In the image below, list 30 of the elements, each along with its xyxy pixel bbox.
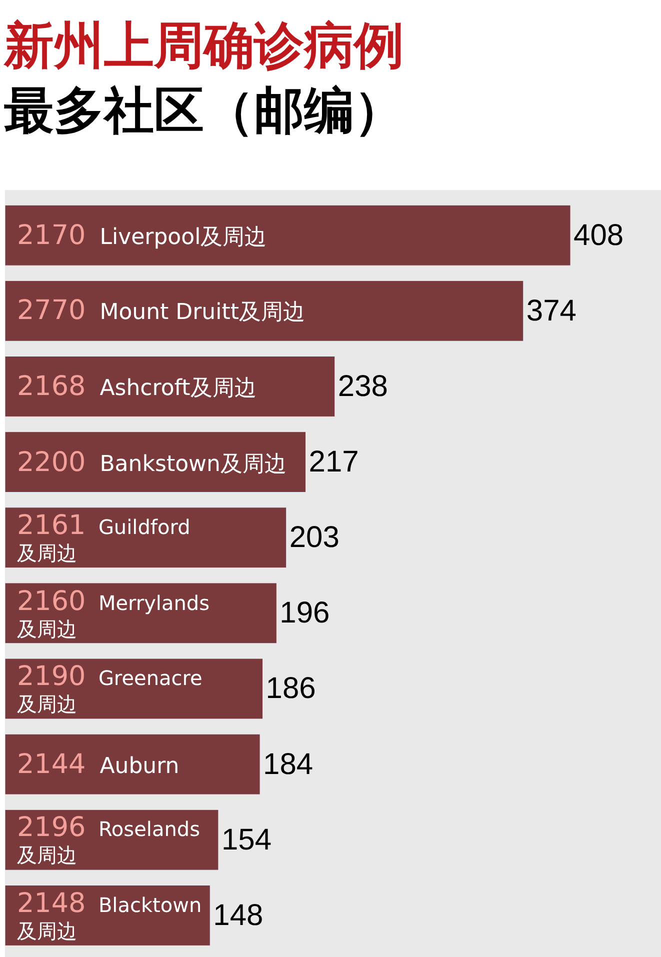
data-label: 374 — [526, 294, 576, 328]
y-tick-label: 2196 Roselands及周边 — [17, 812, 200, 867]
data-label: 238 — [338, 370, 388, 403]
bar — [5, 204, 571, 266]
y-tick-label: 2190 Greenacre及周边 — [17, 661, 202, 716]
y-tick-label: 2200 Bankstown及周边 — [17, 447, 286, 478]
bar — [5, 432, 306, 493]
chart-title: 新州上周确诊病例 — [3, 16, 404, 74]
y-tick-label: 2770 Mount Druitt及周边 — [17, 295, 305, 326]
data-label: 184 — [263, 748, 314, 781]
data-label: 154 — [221, 823, 272, 856]
bar — [5, 734, 260, 795]
data-label: 203 — [289, 521, 340, 554]
y-tick-label: 2144 Auburn — [17, 749, 180, 780]
data-label: 196 — [280, 596, 330, 630]
data-label: 408 — [574, 218, 624, 252]
data-label: 186 — [266, 672, 316, 706]
y-tick-label: 2160 Merrylands及周边 — [17, 586, 210, 641]
bar — [5, 658, 264, 720]
y-tick-label: 2170 Liverpool及周边 — [17, 220, 267, 251]
bar — [5, 356, 336, 417]
data-label: 217 — [308, 446, 359, 479]
bar — [5, 507, 287, 568]
bar — [5, 582, 277, 644]
y-tick-label: 2168 Ashcroft及周边 — [17, 371, 256, 402]
chart-subtitle: 最多社区（邮编） — [4, 82, 404, 140]
bar — [5, 280, 524, 342]
y-tick-label: 2148 Blacktown及周边 — [17, 888, 202, 943]
y-tick-label: 2161 Guildford及周边 — [17, 510, 190, 565]
data-label: 148 — [213, 898, 264, 932]
